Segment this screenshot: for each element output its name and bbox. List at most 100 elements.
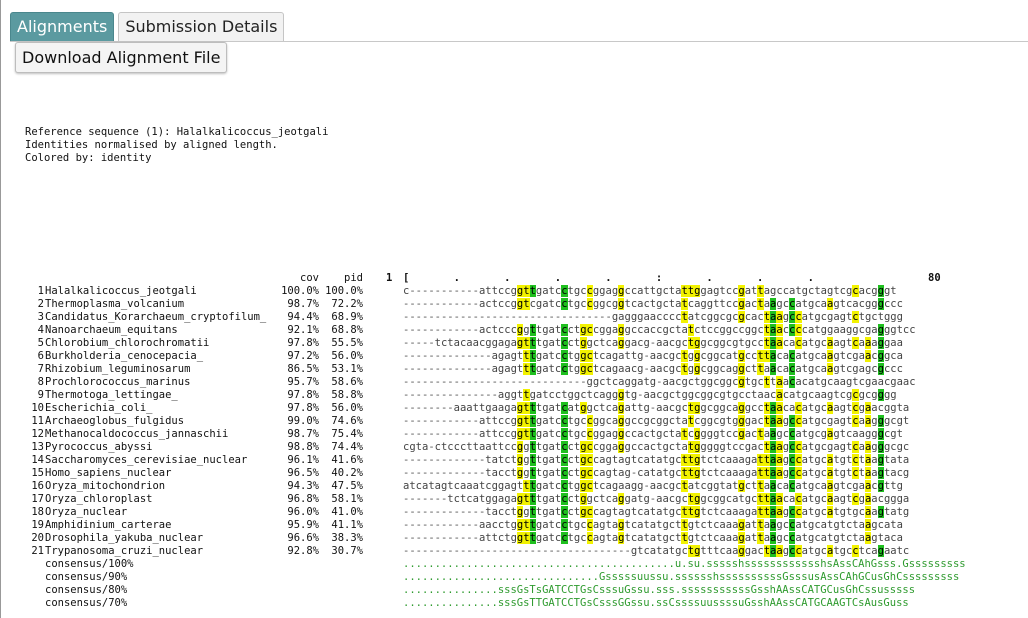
- coverage-value: 86.5%: [287, 363, 319, 375]
- sequence-name: Oryza_chloroplast: [45, 493, 153, 505]
- aligned-sequence: ...............................Gsssssuus…: [403, 571, 960, 583]
- identity-value: 56.0%: [331, 350, 363, 362]
- sequence-row: 2 Thermoplasma_volcanium 98.7% 72.2% -------…: [30, 298, 1020, 311]
- aligned-sequence: ------------attccggttgatcctgccggcaggccgc…: [403, 415, 910, 427]
- cov-column-header: cov: [300, 272, 319, 284]
- sequence-row: 18 Oryza_nuclear 96.0% 41.0% -------------ta…: [30, 506, 1020, 519]
- sequence-name: Oryza_mitochondrion: [45, 480, 166, 492]
- identity-value: 68.8%: [331, 324, 363, 336]
- aligned-sequence: -------------tacctggttgatcctgccagtag-cat…: [403, 467, 910, 479]
- coverage-value: 95.7%: [287, 376, 319, 388]
- row-index: 3: [37, 311, 44, 323]
- sequence-name: Burkholderia_cenocepacia_: [45, 350, 204, 362]
- coverage-value: 92.8%: [287, 545, 319, 557]
- info-colored-by: Colored by: identity: [25, 152, 152, 164]
- row-index: 8: [37, 376, 44, 388]
- pid-column-header: pid: [344, 272, 363, 284]
- identity-value: 100.0%: [325, 285, 363, 297]
- sequence-row: 11 Archaeoglobus_fulgidus 99.0% 74.6% ------…: [30, 415, 1020, 428]
- aligned-sequence: ------------actccggtcgatcctgccggcggtcact…: [403, 298, 903, 310]
- sequence-name: Saccharomyces_cerevisiae_nuclear: [45, 454, 248, 466]
- aligned-sequence: cgta-ctcccttaattccggttgatcctgccggaggccac…: [403, 441, 910, 453]
- identity-value: 74.6%: [331, 415, 363, 427]
- identity-value: 53.1%: [331, 363, 363, 375]
- identity-value: 41.6%: [331, 454, 363, 466]
- aligned-sequence: ------------attccggttgatcctgccggaggccact…: [403, 428, 903, 440]
- aligned-sequence: --------------agagtttgatcctggctcagaacg-a…: [403, 363, 903, 375]
- identity-value: 68.9%: [331, 311, 363, 323]
- ruler-start: 1: [386, 272, 393, 284]
- coverage-value: 97.8%: [287, 389, 319, 401]
- sequence-name: Candidatus_Korarchaeum_cryptofilum_: [45, 311, 267, 323]
- aligned-sequence: --------------agagtttgatcctggctcagattg-a…: [403, 350, 903, 362]
- sequence-name: Amphidinium_carterae: [45, 519, 172, 531]
- identity-value: 75.4%: [331, 428, 363, 440]
- coverage-value: 94.4%: [287, 311, 319, 323]
- coverage-value: 96.1%: [287, 454, 319, 466]
- sequence-name: Archaeoglobus_fulgidus: [45, 415, 185, 427]
- identity-value: 58.8%: [331, 389, 363, 401]
- identity-value: 55.5%: [331, 337, 363, 349]
- aligned-sequence: ...............sssGsTTGATCCTGsCsssGGssu.…: [403, 597, 909, 609]
- coverage-value: 94.3%: [287, 480, 319, 492]
- row-index: 4: [37, 324, 44, 336]
- coverage-value: 96.8%: [287, 493, 319, 505]
- sequence-name: Trypanosoma_cruzi_nuclear: [45, 545, 204, 557]
- coverage-value: 92.1%: [287, 324, 319, 336]
- row-index: 21: [31, 545, 44, 557]
- row-index: 16: [31, 480, 44, 492]
- consensus-row: consensus/90%...........................…: [30, 571, 1020, 584]
- sequence-row: 3 Candidatus_Korarchaeum_cryptofilum_ 94.4…: [30, 311, 1020, 324]
- identity-value: 40.2%: [331, 467, 363, 479]
- window-left-edge: [0, 0, 1, 618]
- identity-value: 41.0%: [331, 506, 363, 518]
- sequence-row: 13 Pyrococcus_abyssi 98.8% 74.4% cgta-ctccct…: [30, 441, 1020, 454]
- alignment-info: Reference sequence (1): Halalkalicoccus_…: [25, 126, 328, 165]
- identity-value: 58.1%: [331, 493, 363, 505]
- consensus-row: consensus/80% ...............sssGsTsGATCC…: [30, 584, 1020, 597]
- aligned-sequence: ------------actcccggttgatcctgccggaggccac…: [403, 324, 916, 336]
- coverage-value: 98.8%: [287, 441, 319, 453]
- coverage-value: 96.6%: [287, 532, 319, 544]
- sequence-name: consensus/80%: [45, 584, 128, 596]
- row-index: 17: [31, 493, 44, 505]
- sequence-name: Thermoplasma_volcanium: [45, 298, 185, 310]
- aligned-sequence: -----------------------------ggctcaggatg…: [403, 376, 916, 388]
- coverage-value: 99.0%: [287, 415, 319, 427]
- tab-underline: [10, 41, 1028, 42]
- row-index: 7: [37, 363, 44, 375]
- coverage-value: 97.2%: [287, 350, 319, 362]
- coverage-value: 98.7%: [287, 298, 319, 310]
- alignment-header: cov pid 1 [ . . . . : . . . 80: [30, 272, 1020, 284]
- row-index: 13: [31, 441, 44, 453]
- sequence-name: consensus/100%: [45, 558, 134, 570]
- sequence-row: 10 Escherichia_coli_ 97.8% 56.0% --------aaa…: [30, 402, 1020, 415]
- sequence-name: Thermotoga_lettingae_: [45, 389, 178, 401]
- row-index: 9: [37, 389, 44, 401]
- sequence-row: 20 Drosophila_yakuba_nuclear 96.6% 38.3% ---…: [30, 532, 1020, 545]
- identity-value: 38.3%: [331, 532, 363, 544]
- sequence-name: Methanocaldococcus_jannaschii: [45, 428, 229, 440]
- coverage-value: 97.8%: [287, 402, 319, 414]
- sequence-row: 15 Homo_sapiens_nuclear 96.5% 40.2% --------…: [30, 467, 1020, 480]
- aligned-sequence: --------aaattgaagagtttgatcatggctcagattg-…: [403, 402, 910, 414]
- row-index: 14: [31, 454, 44, 466]
- aligned-sequence: ---------------------------------gagggaa…: [403, 311, 903, 323]
- sequence-name: Escherichia_coli_: [45, 402, 153, 414]
- aligned-sequence: ...............sssGsTsGATCCTGsCsssuGssu.…: [403, 584, 916, 596]
- identity-value: 41.1%: [331, 519, 363, 531]
- download-alignment-button[interactable]: Download Alignment File: [15, 42, 228, 73]
- sequence-row: 5 Chlorobium_chlorochromatii 97.8% 55.5% ---…: [30, 337, 1020, 350]
- identity-value: 30.7%: [331, 545, 363, 557]
- tab-alignments[interactable]: Alignments: [10, 12, 115, 42]
- aligned-sequence: ........................................…: [403, 558, 966, 570]
- alignment-table: 1 Halalkalicoccus_jeotgali 100.0% 100.0% c--…: [30, 285, 1020, 610]
- aligned-sequence: -------tctcatggagagtttgatcctggctcaggatg-…: [403, 493, 910, 505]
- aligned-sequence: atcatagtcaaatcggagtttgatcctggctcagaagg-a…: [403, 480, 903, 492]
- consensus-row: consensus/100%..........................…: [30, 558, 1020, 571]
- info-reference: Reference sequence (1): Halalkalicoccus_…: [25, 126, 329, 138]
- row-index: 1: [37, 285, 44, 297]
- identity-value: 72.2%: [331, 298, 363, 310]
- coverage-value: 95.9%: [287, 519, 319, 531]
- tab-submission-details[interactable]: Submission Details: [118, 12, 285, 42]
